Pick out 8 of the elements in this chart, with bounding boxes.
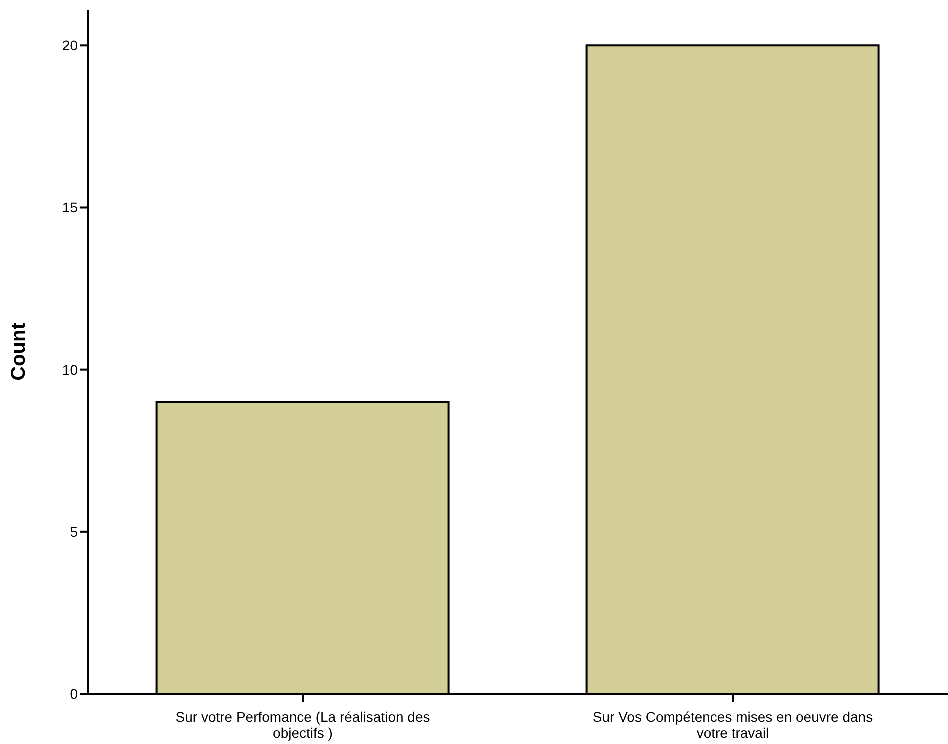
x-tick-label: Sur Vos Compétences mises en oeuvre dans votre travail: [592, 709, 874, 741]
x-tick-label: Sur votre Perfomance (La réalisation des objectifs ): [176, 709, 430, 741]
y-tick-label: 0: [70, 686, 78, 702]
y-tick-label: 20: [62, 38, 78, 54]
y-tick-label: 15: [62, 200, 78, 216]
y-tick-label: 5: [70, 524, 78, 540]
y-tick-label: 10: [62, 362, 78, 378]
y-axis-title: Count: [8, 322, 30, 381]
